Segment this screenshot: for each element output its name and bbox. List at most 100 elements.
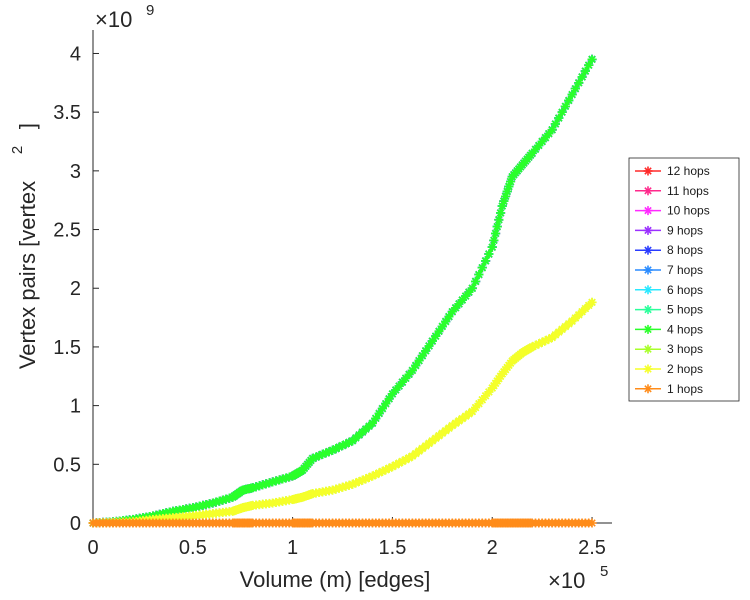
- series-8-hops: [88, 54, 597, 528]
- legend-marker: [643, 206, 653, 216]
- legend-label: 5 hops: [667, 303, 703, 317]
- series-markers: [88, 54, 597, 528]
- x-ticks: 0 0.5 1 1.5 2 2.5: [87, 517, 606, 559]
- x-multiplier: ×10: [548, 568, 585, 593]
- series-7-hops: [88, 54, 597, 528]
- legend-label: 8 hops: [667, 243, 703, 257]
- legend-label: 1 hops: [667, 382, 703, 396]
- series-line: [92, 58, 594, 525]
- legend-marker: [643, 305, 653, 315]
- legend[interactable]: 12 hops 11 hops 10 hops 9 hops 8 hops 7 hops 6…: [628, 157, 740, 402]
- series-2-hops: [88, 297, 597, 528]
- series-markers: [88, 54, 597, 528]
- series-11-hops: [88, 54, 597, 528]
- series-10-hops: [88, 54, 597, 528]
- legend-item[interactable]: 2 hops: [635, 362, 703, 376]
- x-tick-label: 2: [487, 537, 498, 559]
- legend-item[interactable]: 4 hops: [635, 322, 703, 336]
- series-markers: [88, 297, 597, 528]
- legend-marker: [643, 265, 653, 275]
- y-multiplier-exponent: 9: [146, 2, 154, 19]
- series-3-hops: [88, 297, 597, 528]
- series-line: [92, 58, 594, 525]
- y-tick-label: 2.5: [53, 220, 81, 242]
- legend-label: 11 hops: [667, 184, 709, 198]
- y-axis-label-group: Vertex pairs [vertex: [15, 181, 40, 369]
- y-tick-label: 3.5: [53, 102, 81, 124]
- y-axis-superscript-group: 2: [9, 146, 26, 154]
- legend-item[interactable]: 10 hops: [635, 204, 710, 218]
- y-axis-label-close: ]: [15, 123, 40, 129]
- x-tick-label: 1: [287, 537, 298, 559]
- legend-item[interactable]: 6 hops: [635, 283, 703, 297]
- series-markers: [88, 54, 597, 528]
- series-markers: [88, 54, 597, 528]
- series-line: [92, 58, 594, 525]
- x-tick-label: 0: [87, 537, 98, 559]
- series-markers: [88, 54, 597, 528]
- legend-marker: [643, 166, 653, 176]
- legend-item[interactable]: 7 hops: [635, 263, 703, 277]
- series-line: [92, 58, 594, 525]
- series-9-hops: [88, 54, 597, 528]
- legend-item[interactable]: 5 hops: [635, 303, 703, 317]
- y-tick-label: 4: [70, 43, 81, 65]
- legend-label: 7 hops: [667, 263, 703, 277]
- legend-marker: [643, 324, 653, 334]
- x-tick-label: 1.5: [379, 537, 407, 559]
- series-markers: [88, 54, 597, 528]
- legend-box: [628, 157, 740, 402]
- y-axis-label-superscript: 2: [9, 146, 26, 154]
- legend-marker: [643, 285, 653, 295]
- x-tick-label: 2.5: [578, 537, 606, 559]
- legend-marker: [643, 186, 653, 196]
- series-6-hops: [88, 54, 597, 528]
- legend-item[interactable]: 3 hops: [635, 342, 703, 356]
- legend-marker: [643, 344, 653, 354]
- series-markers: [88, 54, 597, 528]
- y-tick-label: 2: [70, 278, 81, 300]
- x-multiplier-exponent: 5: [600, 563, 608, 580]
- y-axis-close-group: ]: [15, 123, 40, 129]
- legend-item[interactable]: 12 hops: [635, 164, 710, 178]
- legend-marker: [643, 225, 653, 235]
- y-tick-label: 0: [70, 513, 81, 535]
- series-line: [92, 58, 594, 525]
- x-tick-label: 0.5: [179, 537, 207, 559]
- legend-label: 2 hops: [667, 362, 703, 376]
- x-axis-label: Volume (m) [edges]: [240, 567, 431, 592]
- legend-item[interactable]: 9 hops: [635, 223, 703, 237]
- legend-item[interactable]: 8 hops: [635, 243, 703, 257]
- legend-label: 6 hops: [667, 283, 703, 297]
- legend-marker: [643, 384, 653, 394]
- series-line: [92, 58, 594, 525]
- y-tick-label: 1.5: [53, 337, 81, 359]
- series-4-hops: [88, 54, 597, 528]
- legend-label: 12 hops: [667, 164, 710, 178]
- series-markers: [88, 54, 597, 528]
- legend-item[interactable]: 1 hops: [635, 382, 703, 396]
- series-line: [92, 58, 594, 525]
- legend-marker: [643, 245, 653, 255]
- y-axis-label: Vertex pairs [vertex: [15, 181, 40, 369]
- series-5-hops: [88, 54, 597, 528]
- y-multiplier: ×10: [95, 7, 132, 32]
- axes: [92, 30, 612, 524]
- series-lines: [88, 54, 597, 528]
- series-markers: [88, 518, 597, 528]
- legend-marker: [643, 364, 653, 374]
- legend-label: 10 hops: [667, 204, 710, 218]
- series-markers: [88, 54, 597, 528]
- series-12-hops: [88, 54, 597, 528]
- series-line: [92, 58, 594, 525]
- legend-item[interactable]: 11 hops: [635, 184, 709, 198]
- y-tick-label: 3: [70, 161, 81, 183]
- legend-label: 9 hops: [667, 223, 703, 237]
- series-line: [92, 58, 594, 525]
- legend-label: 3 hops: [667, 342, 703, 356]
- y-tick-label: 1: [70, 396, 81, 418]
- series-markers: [88, 297, 597, 528]
- y-ticks: 0 0.5 1 1.5 2 2.5 3 3.5 4: [53, 43, 99, 535]
- legend-label: 4 hops: [667, 322, 703, 336]
